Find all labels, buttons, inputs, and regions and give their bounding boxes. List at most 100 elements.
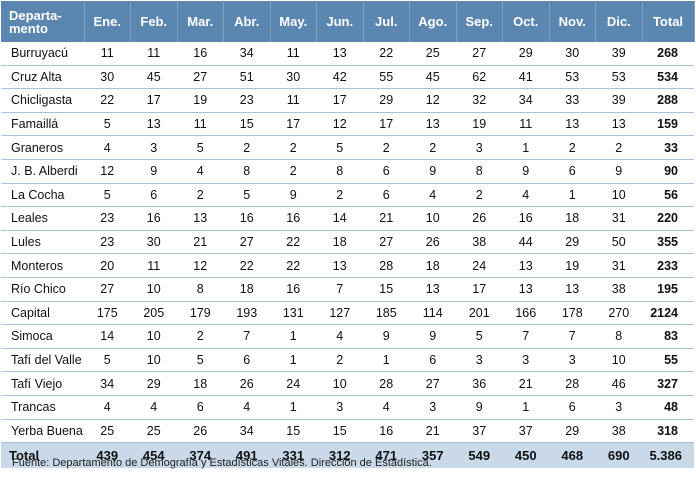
department-name: Lules xyxy=(1,230,84,255)
month-value: 38 xyxy=(456,230,503,255)
footer-month-total: 450 xyxy=(502,442,549,469)
month-value: 4 xyxy=(84,135,131,160)
month-value: 13 xyxy=(595,112,642,137)
month-value: 6 xyxy=(223,348,270,373)
month-value: 6 xyxy=(363,159,410,184)
month-value: 4 xyxy=(177,159,224,184)
month-value: 18 xyxy=(223,277,270,302)
month-value: 3 xyxy=(549,348,596,373)
row-total: 318 xyxy=(642,419,694,444)
month-value: 5 xyxy=(456,324,503,349)
month-value: 2 xyxy=(223,135,270,160)
table-row: Chicligasta 22 17 19 23 11 17 29 12 32 34 33 39 288 xyxy=(1,88,694,113)
header-month: Dic. xyxy=(595,1,643,42)
month-value: 5 xyxy=(177,348,224,373)
footer-month-total: 491 xyxy=(223,442,270,469)
month-value: 39 xyxy=(595,88,642,113)
month-value: 10 xyxy=(316,371,363,396)
month-value: 205 xyxy=(130,301,177,326)
row-total: 83 xyxy=(642,324,694,349)
month-value: 193 xyxy=(223,301,270,326)
month-value: 4 xyxy=(409,183,456,208)
month-value: 10 xyxy=(595,183,642,208)
month-value: 21 xyxy=(409,419,456,444)
month-value: 29 xyxy=(549,419,596,444)
row-total: 534 xyxy=(642,65,694,90)
month-value: 26 xyxy=(177,419,224,444)
month-value: 14 xyxy=(316,206,363,231)
month-value: 11 xyxy=(130,253,177,278)
month-value: 3 xyxy=(595,395,642,420)
month-value: 114 xyxy=(409,301,456,326)
footer-month-total: 454 xyxy=(130,442,177,469)
month-value: 53 xyxy=(595,65,642,90)
month-value: 2 xyxy=(456,183,503,208)
month-value: 44 xyxy=(502,230,549,255)
month-value: 11 xyxy=(130,42,177,66)
table-body: Burruyacú 11 11 16 34 11 13 22 25 27 29 30 39 268 Cruz… xyxy=(1,42,694,444)
month-value: 31 xyxy=(595,253,642,278)
department-name: Graneros xyxy=(1,135,84,160)
month-value: 2 xyxy=(316,183,363,208)
month-value: 13 xyxy=(409,277,456,302)
month-value: 13 xyxy=(502,277,549,302)
header-row: Departa-mento Ene. Feb. Mar. Abr. May. J… xyxy=(1,1,695,42)
month-value: 5 xyxy=(84,112,131,137)
department-name: Tafí Viejo xyxy=(1,371,84,396)
month-value: 2 xyxy=(177,183,224,208)
row-total: 195 xyxy=(642,277,694,302)
month-value: 6 xyxy=(409,348,456,373)
month-value: 10 xyxy=(409,206,456,231)
month-value: 3 xyxy=(502,348,549,373)
month-value: 38 xyxy=(595,419,642,444)
month-value: 22 xyxy=(270,253,317,278)
month-value: 30 xyxy=(130,230,177,255)
month-value: 13 xyxy=(549,112,596,137)
month-value: 6 xyxy=(549,159,596,184)
month-value: 17 xyxy=(316,88,363,113)
month-value: 27 xyxy=(363,230,410,255)
month-value: 3 xyxy=(409,395,456,420)
month-value: 166 xyxy=(502,301,549,326)
month-value: 30 xyxy=(270,65,317,90)
month-value: 22 xyxy=(363,42,410,66)
table-row: Simoca 14 10 2 7 1 4 9 9 5 7 7 8 83 xyxy=(1,324,694,349)
month-value: 7 xyxy=(502,324,549,349)
month-value: 2 xyxy=(595,135,642,160)
month-value: 16 xyxy=(270,277,317,302)
month-value: 55 xyxy=(363,65,410,90)
month-value: 15 xyxy=(270,419,317,444)
month-value: 8 xyxy=(177,277,224,302)
month-value: 41 xyxy=(502,65,549,90)
month-value: 27 xyxy=(84,277,131,302)
month-value: 7 xyxy=(549,324,596,349)
month-value: 8 xyxy=(223,159,270,184)
table-row: Lules 23 30 21 27 22 18 27 26 38 44 29 50 355 xyxy=(1,230,694,255)
month-value: 11 xyxy=(84,42,131,66)
row-total: 33 xyxy=(642,135,694,160)
month-value: 11 xyxy=(177,112,224,137)
month-value: 13 xyxy=(409,112,456,137)
month-value: 16 xyxy=(223,206,270,231)
month-value: 18 xyxy=(549,206,596,231)
month-value: 33 xyxy=(549,88,596,113)
month-value: 1 xyxy=(502,395,549,420)
table-row: Famaillá 5 13 11 15 17 12 17 13 19 11 13 13 159 xyxy=(1,112,694,137)
month-value: 7 xyxy=(223,324,270,349)
source-note: Fuente: Departamento de Demografía y Est… xyxy=(12,457,432,469)
table-row: La Cocha 5 6 2 5 9 2 6 4 2 4 1 10 56 xyxy=(1,183,694,208)
month-value: 8 xyxy=(316,159,363,184)
footer-month-total: 439 xyxy=(84,442,131,469)
month-value: 2 xyxy=(549,135,596,160)
header-month: Sep. xyxy=(456,1,503,42)
department-name: Tafí del Valle xyxy=(1,348,84,373)
footer-month-total: 312 xyxy=(316,442,363,469)
month-value: 28 xyxy=(363,371,410,396)
month-value: 53 xyxy=(549,65,596,90)
department-name: Chicligasta xyxy=(1,88,84,113)
month-value: 5 xyxy=(84,183,131,208)
month-value: 178 xyxy=(549,301,596,326)
month-value: 29 xyxy=(502,42,549,66)
month-value: 10 xyxy=(130,324,177,349)
month-value: 13 xyxy=(316,42,363,66)
